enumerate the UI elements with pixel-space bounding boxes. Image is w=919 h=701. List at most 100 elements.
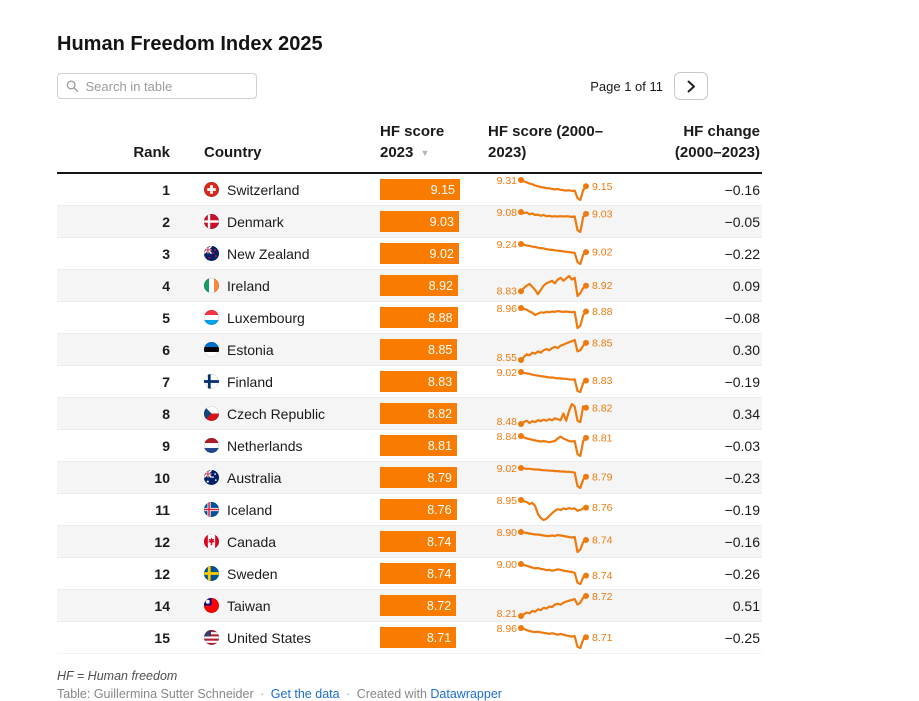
sparkline-cell: 8.96 8.71	[466, 621, 616, 655]
country-name: Finland	[227, 373, 273, 390]
country-cell: Luxembourg	[170, 301, 378, 335]
table-row: 2 Denmark 9.03 9.08 9.03 −0.05	[57, 205, 762, 239]
column-header-country[interactable]: Country	[170, 122, 378, 175]
sparkline-chart: 8.96 8.88	[497, 303, 613, 330]
sparkline-cell: 9.02 8.79	[466, 461, 616, 495]
country-name: Czech Republic	[227, 405, 326, 422]
score-bar-label: 9.02	[429, 246, 454, 261]
score-bar-label: 8.71	[426, 630, 452, 645]
sparkline-end-dot	[583, 249, 589, 256]
next-page-button[interactable]	[674, 72, 708, 100]
sparkline-cell: 8.96 8.88	[466, 301, 616, 335]
country-name: Estonia	[227, 341, 274, 358]
sparkline-end-dot	[583, 377, 589, 384]
rank-cell: 14	[57, 589, 170, 623]
sparkline-start-label: 9.02	[497, 367, 518, 379]
sparkline-cell: 8.48 8.82	[466, 397, 616, 431]
sparkline-line	[519, 275, 588, 298]
search-icon	[66, 80, 79, 92]
column-header-score[interactable]: HF score 2023 ▼	[378, 122, 466, 175]
score-cell: 8.83	[378, 365, 466, 399]
sparkline-cell: 9.24 9.02	[466, 237, 616, 271]
column-header-sparkline-line2: 2023)	[488, 143, 527, 161]
sparkline-end-dot	[583, 537, 589, 544]
sparkline-line	[519, 179, 588, 202]
sparkline-start-dot	[518, 625, 524, 632]
rank-cell: 5	[57, 301, 170, 335]
search-box[interactable]	[57, 73, 257, 99]
country-cell: United States	[170, 621, 378, 655]
score-bar: 8.71	[380, 627, 457, 649]
column-header-change[interactable]: HF change (2000–2023)	[616, 122, 762, 175]
column-header-score-line1: HF score	[380, 123, 445, 140]
get-the-data-link[interactable]: Get the data	[270, 687, 340, 701]
toolbar: Page 1 of 11	[57, 72, 708, 100]
score-bar-label: 9.15	[430, 182, 455, 197]
table-row: 12 Sweden 8.74 9.00 8.74 −0.26	[57, 557, 762, 591]
search-input[interactable]	[85, 78, 248, 94]
sparkline-end-label: 8.71	[592, 632, 613, 644]
sparkline-cell: 9.08 9.03	[466, 205, 616, 239]
score-bar-label: 8.81	[427, 438, 453, 453]
country-name: Netherlands	[227, 437, 303, 454]
sparkline-line	[519, 627, 588, 650]
attribution-separator: ·	[346, 687, 351, 701]
sort-descending-icon: ▼	[420, 147, 430, 158]
sparkline-start-dot	[518, 177, 524, 184]
change-cell: −0.23	[616, 461, 762, 495]
country-name: Australia	[227, 469, 282, 486]
column-header-change-line2: (2000–2023)	[674, 143, 760, 161]
table-row: 1 Switzerland 9.15 9.31 9.15 −0.16	[57, 173, 762, 207]
score-bar: 9.03	[380, 211, 459, 233]
sparkline-end-dot	[583, 474, 589, 481]
column-header-rank[interactable]: Rank	[57, 122, 170, 175]
change-cell: 0.09	[616, 269, 762, 303]
sparkline-line	[519, 243, 588, 266]
country-name: United States	[227, 629, 312, 646]
column-header-sparkline[interactable]: HF score (2000– 2023)	[466, 122, 616, 175]
score-bar-label: 8.74	[427, 534, 452, 549]
australia-flag-icon	[204, 470, 219, 486]
column-header-change-line1: HF change	[683, 123, 760, 140]
sparkline-end-label: 8.72	[592, 591, 613, 603]
sparkline-chart: 9.02 8.83	[497, 367, 613, 394]
sparkline-line	[519, 563, 588, 586]
sparkline-start-label: 9.02	[497, 463, 518, 475]
country-cell: Canada	[170, 525, 378, 559]
sparkline-start-label: 9.24	[497, 239, 518, 251]
change-cell: −0.03	[616, 429, 762, 463]
country-name: New Zealand	[227, 245, 310, 262]
sparkline-start-label: 8.90	[497, 527, 518, 539]
sparkline-cell: 8.21 8.72	[466, 589, 616, 623]
datawrapper-link[interactable]: Datawrapper	[430, 687, 502, 701]
sparkline-start-dot	[518, 561, 524, 568]
sparkline-start-label: 8.55	[497, 352, 518, 364]
rank-cell: 12	[57, 557, 170, 591]
score-bar: 8.85	[380, 339, 458, 361]
sparkline-chart: 9.00 8.74	[497, 559, 613, 586]
score-cell: 9.15	[378, 173, 466, 207]
rank-cell: 6	[57, 333, 170, 367]
score-cell: 8.74	[378, 525, 466, 559]
switzerland-flag-icon	[204, 182, 219, 198]
score-bar: 8.79	[380, 467, 457, 489]
sparkline-chart: 8.95 8.76	[497, 495, 613, 522]
rank-cell: 1	[57, 173, 170, 207]
country-cell: Czech Republic	[170, 397, 378, 431]
rank-cell: 12	[57, 525, 170, 559]
sparkline-end-dot	[583, 435, 589, 442]
netherlands-flag-icon	[204, 438, 219, 454]
sparkline-cell: 8.55 8.85	[466, 333, 616, 367]
change-cell: 0.51	[616, 589, 762, 623]
table-row: 7 Finland 8.83 9.02 8.83 −0.19	[57, 365, 762, 399]
attribution-separator: ·	[260, 687, 265, 701]
score-bar-label: 8.83	[427, 374, 453, 389]
rank-cell: 15	[57, 621, 170, 655]
table-row: 4 Ireland 8.92 8.83 8.92 0.09	[57, 269, 762, 303]
country-cell: Australia	[170, 461, 378, 495]
sparkline-line	[519, 403, 588, 426]
sparkline-chart: 9.31 9.15	[497, 175, 613, 202]
sparkline-chart: 9.08 9.03	[497, 207, 613, 234]
table-row: 9 Netherlands 8.81 8.84 8.81 −0.03	[57, 429, 762, 463]
sparkline-end-label: 8.79	[592, 472, 613, 484]
